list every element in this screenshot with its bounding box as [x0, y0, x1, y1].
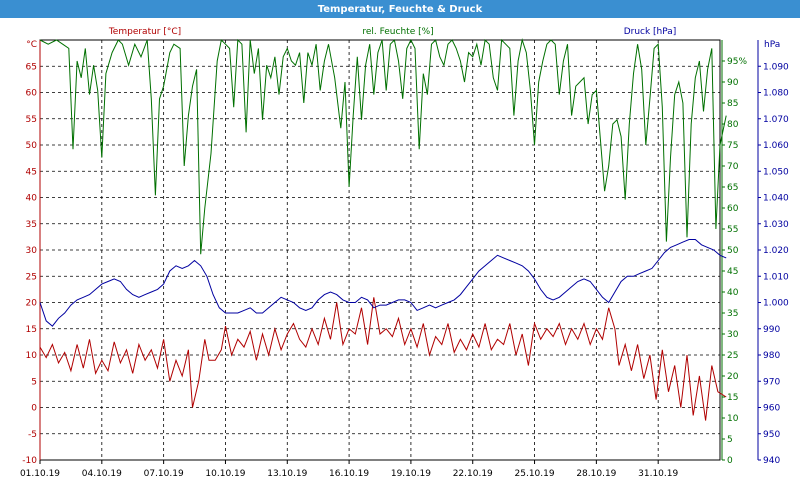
temperature-tick-label: 65 [26, 62, 37, 72]
temperature-tick-label: 5 [31, 377, 37, 387]
pressure-tick-label: 1.010 [763, 272, 789, 282]
pressure-tick-label: 980 [763, 351, 780, 361]
x-tick-label: 31.10.19 [638, 469, 678, 479]
pressure-tick-label: 990 [763, 325, 780, 335]
humidity-tick-label: 75 [727, 141, 738, 151]
temperature-series-line [39, 297, 727, 421]
pressure-tick-label: 1.030 [763, 220, 789, 230]
temperature-series-label: Temperatur [°C] [108, 27, 181, 37]
pressure-tick-label: 970 [763, 377, 780, 387]
humidity-tick-label: 0 [727, 456, 733, 466]
pressure-axis-unit: hPa [764, 40, 780, 50]
pressure-tick-label: 1.020 [763, 246, 789, 256]
pressure-tick-label: 1.050 [763, 167, 789, 177]
humidity-tick-label: 70 [727, 162, 739, 172]
x-tick-label: 16.10.19 [329, 469, 369, 479]
temperature-tick-label: -5 [28, 430, 37, 440]
humidity-tick-label: 45 [727, 267, 738, 277]
temperature-tick-label: 15 [26, 325, 37, 335]
x-tick-label: 13.10.19 [267, 469, 307, 479]
temperature-tick-label: 20 [26, 299, 38, 309]
humidity-tick-label: 15 [727, 393, 738, 403]
x-tick-label: 07.10.19 [144, 469, 184, 479]
temperature-tick-label: 0 [31, 404, 37, 414]
pressure-series-line [39, 239, 727, 327]
humidity-series-line [39, 38, 727, 255]
humidity-tick-label: 95% [727, 57, 747, 67]
temperature-tick-label: -10 [22, 456, 37, 466]
temperature-tick-label: 60 [26, 89, 38, 99]
temperature-tick-label: 30 [26, 246, 38, 256]
x-tick-label: 22.10.19 [453, 469, 493, 479]
x-tick-label: 19.10.19 [391, 469, 431, 479]
humidity-tick-label: 50 [727, 246, 739, 256]
pressure-tick-label: 960 [763, 404, 780, 414]
pressure-tick-label: 1.040 [763, 194, 789, 204]
x-tick-label: 04.10.19 [82, 469, 122, 479]
pressure-tick-label: 1.060 [763, 141, 789, 151]
humidity-tick-label: 40 [727, 288, 739, 298]
x-tick-label: 01.10.19 [20, 469, 60, 479]
temperature-tick-label: 25 [26, 272, 37, 282]
humidity-tick-label: 55 [727, 225, 738, 235]
pressure-tick-label: 1.070 [763, 115, 789, 125]
x-tick-label: 28.10.19 [576, 469, 616, 479]
x-tick-label: 10.10.19 [205, 469, 245, 479]
pressure-series-label: Druck [hPa] [624, 27, 677, 37]
temperature-tick-label: 40 [26, 194, 38, 204]
humidity-tick-label: 25 [727, 351, 738, 361]
pressure-tick-label: 1.090 [763, 62, 789, 72]
humidity-series-label: rel. Feuchte [%] [362, 27, 433, 37]
x-tick-label: 25.10.19 [515, 469, 555, 479]
pressure-tick-label: 1.000 [763, 299, 789, 309]
humidity-tick-label: 80 [727, 120, 739, 130]
humidity-tick-label: 90 [727, 78, 739, 88]
temperature-tick-label: 45 [26, 167, 37, 177]
pressure-tick-label: 940 [763, 456, 780, 466]
pressure-tick-label: 1.080 [763, 89, 789, 99]
humidity-tick-label: 60 [727, 204, 739, 214]
humidity-tick-label: 30 [727, 330, 739, 340]
pressure-tick-label: 950 [763, 430, 780, 440]
temperature-tick-label: 50 [26, 141, 38, 151]
temperature-axis-unit: °C [26, 40, 37, 50]
temperature-tick-label: 10 [26, 351, 38, 361]
humidity-tick-label: 20 [727, 372, 739, 382]
chart-title: Temperatur, Feuchte & Druck [0, 0, 800, 18]
humidity-tick-label: 35 [727, 309, 738, 319]
humidity-tick-label: 85 [727, 99, 738, 109]
humidity-tick-label: 5 [727, 435, 733, 445]
humidity-tick-label: 10 [727, 414, 739, 424]
temperature-tick-label: 55 [26, 115, 37, 125]
humidity-tick-label: 65 [727, 183, 738, 193]
temperature-tick-label: 35 [26, 220, 37, 230]
